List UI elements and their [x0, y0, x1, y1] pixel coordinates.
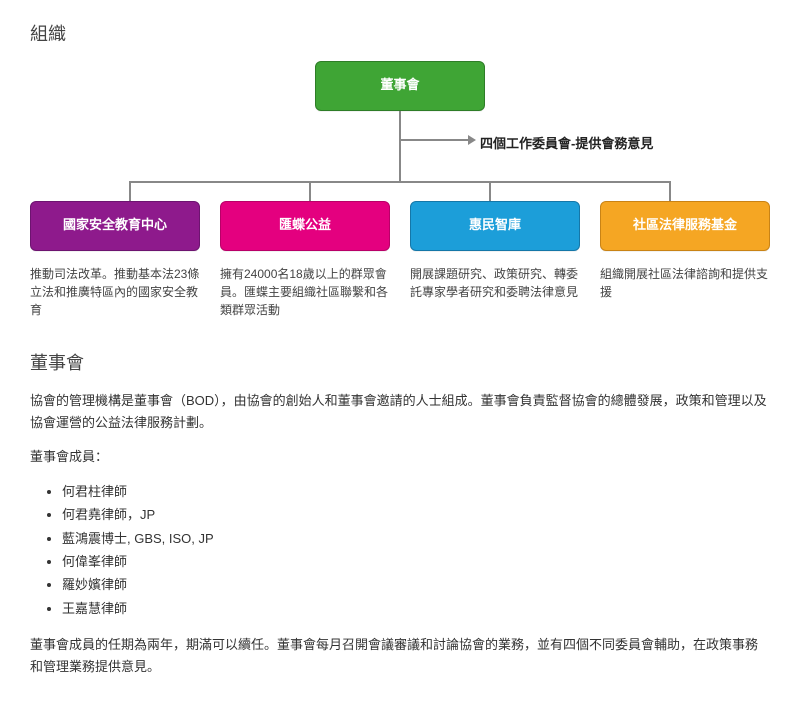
connector — [130, 181, 670, 183]
org-node-child: 社區法律服務基金 — [600, 201, 770, 251]
arrowhead — [468, 135, 476, 145]
board-closing: 董事會成員的任期為兩年，期滿可以續任。董事會每月召開會議審議和討論協會的業務，並… — [30, 634, 770, 678]
connector — [129, 181, 131, 201]
connector — [489, 181, 491, 201]
org-descriptions-row: 推動司法改革。推動基本法23條立法和推廣特區內的國家安全教育擁有24000名18… — [30, 265, 770, 319]
board-member: 何君堯律師，JP — [62, 503, 770, 526]
board-member: 王嘉慧律師 — [62, 597, 770, 620]
org-child-desc: 擁有24000名18歲以上的群眾會員。匯蝶主要組織社區聯繫和各類群眾活動 — [220, 265, 390, 319]
connector — [309, 181, 311, 201]
board-member: 藍鴻震博士, GBS, ISO, JP — [62, 527, 770, 550]
org-chart: 董事會四個工作委員會-提供會務意見國家安全教育中心匯蝶公益惠民智庫社區法律服務基… — [30, 61, 770, 251]
org-node-child: 國家安全教育中心 — [30, 201, 200, 251]
board-members-list: 何君柱律師何君堯律師，JP藍鴻震博士, GBS, ISO, JP何偉峯律師羅妙嬪… — [30, 480, 770, 620]
connector — [399, 111, 401, 181]
org-annotation: 四個工作委員會-提供會務意見 — [480, 134, 653, 155]
board-member: 羅妙嬪律師 — [62, 573, 770, 596]
org-node-child: 匯蝶公益 — [220, 201, 390, 251]
org-child-desc: 推動司法改革。推動基本法23條立法和推廣特區內的國家安全教育 — [30, 265, 200, 319]
org-section-title: 組織 — [30, 20, 770, 49]
org-child-desc: 開展課題研究、政策研究、轉委託專家學者研究和委聘法律意見 — [410, 265, 580, 319]
connector — [669, 181, 671, 201]
org-children-row: 國家安全教育中心匯蝶公益惠民智庫社區法律服務基金 — [30, 201, 770, 251]
org-node-top: 董事會 — [315, 61, 485, 111]
board-section-title: 董事會 — [30, 349, 770, 378]
org-node-child: 惠民智庫 — [410, 201, 580, 251]
board-intro: 協會的管理機構是董事會（BOD），由協會的創始人和董事會邀請的人士組成。董事會負… — [30, 390, 770, 434]
board-member: 何君柱律師 — [62, 480, 770, 503]
connector — [400, 139, 470, 141]
members-label: 董事會成員： — [30, 446, 770, 468]
board-member: 何偉峯律師 — [62, 550, 770, 573]
org-child-desc: 組織開展社區法律諮詢和提供支援 — [600, 265, 770, 319]
